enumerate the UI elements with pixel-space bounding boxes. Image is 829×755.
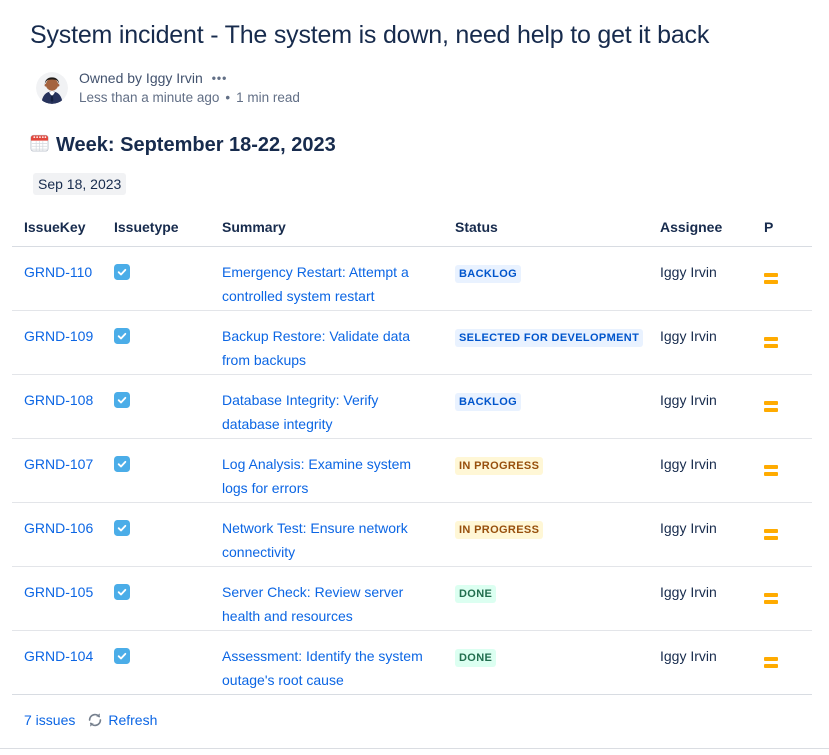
task-checkbox-icon bbox=[114, 584, 130, 601]
issue-summary-link[interactable]: Log Analysis: Examine system logs for er… bbox=[222, 456, 412, 497]
table-row: GRND-109 Backup Restore: Validate data f… bbox=[12, 310, 812, 376]
status-badge: SELECTED FOR DEVELOPMENT bbox=[455, 329, 644, 348]
confluence-page: System incident - The system is down, ne… bbox=[0, 20, 829, 755]
table-row: GRND-108 Database Integrity: Verify data… bbox=[12, 374, 812, 440]
byline: Owned by Iggy Irvin ••• Less than a minu… bbox=[36, 70, 799, 105]
meta-separator: • bbox=[225, 90, 231, 106]
avatar-illustration bbox=[36, 71, 68, 104]
section-heading: Week: September 18-22, 2023 bbox=[30, 133, 799, 158]
issue-key-link[interactable]: GRND-108 bbox=[24, 392, 94, 409]
priority-medium-icon bbox=[764, 401, 778, 413]
task-checkbox-icon bbox=[114, 456, 130, 473]
table-row: GRND-104 Assessment: Identify the system… bbox=[12, 630, 812, 696]
issues-count-link[interactable]: 7 issues bbox=[24, 711, 76, 728]
col-header-issuetype: Issuetype bbox=[114, 214, 222, 248]
owned-by-label[interactable]: Owned by Iggy Irvin bbox=[79, 70, 203, 87]
table-row: GRND-105 Server Check: Review server hea… bbox=[12, 566, 812, 632]
status-badge: IN PROGRESS bbox=[455, 521, 544, 540]
issue-summary-link[interactable]: Server Check: Review server health and r… bbox=[222, 584, 404, 625]
assignee-name: Iggy Irvin bbox=[660, 392, 717, 409]
status-badge: BACKLOG bbox=[455, 265, 522, 284]
more-actions-icon[interactable]: ••• bbox=[211, 71, 228, 86]
page-title: System incident - The system is down, ne… bbox=[30, 21, 710, 49]
issue-key-link[interactable]: GRND-109 bbox=[24, 328, 94, 345]
issue-key-link[interactable]: GRND-105 bbox=[24, 584, 94, 601]
table-row: GRND-107 Log Analysis: Examine system lo… bbox=[12, 438, 812, 504]
assignee-name: Iggy Irvin bbox=[660, 584, 717, 601]
assignee-name: Iggy Irvin bbox=[660, 456, 717, 473]
issue-key-link[interactable]: GRND-104 bbox=[24, 648, 94, 665]
issue-key-link[interactable]: GRND-110 bbox=[24, 264, 93, 281]
status-badge: BACKLOG bbox=[455, 393, 522, 412]
assignee-name: Iggy Irvin bbox=[660, 328, 717, 345]
task-checkbox-icon bbox=[114, 520, 130, 537]
assignee-name: Iggy Irvin bbox=[660, 648, 717, 665]
priority-medium-icon bbox=[764, 593, 778, 605]
table-footer: 7 issues Refresh bbox=[24, 711, 829, 728]
col-header-priority: P bbox=[764, 214, 812, 248]
priority-medium-icon bbox=[764, 529, 778, 541]
task-checkbox-icon bbox=[114, 648, 130, 665]
priority-medium-icon bbox=[764, 657, 778, 669]
issue-summary-link[interactable]: Backup Restore: Validate data from backu… bbox=[222, 328, 411, 369]
issue-summary-link[interactable]: Network Test: Ensure network connectivit… bbox=[222, 520, 408, 561]
refresh-icon[interactable] bbox=[87, 712, 103, 728]
assignee-name: Iggy Irvin bbox=[660, 264, 717, 281]
priority-medium-icon bbox=[764, 337, 778, 349]
col-header-status: Status bbox=[455, 214, 660, 248]
last-updated-text: Less than a minute ago bbox=[79, 90, 220, 106]
status-badge: IN PROGRESS bbox=[455, 457, 544, 476]
issue-key-link[interactable]: GRND-106 bbox=[24, 520, 94, 537]
issue-key-link[interactable]: GRND-107 bbox=[24, 456, 94, 473]
task-checkbox-icon bbox=[114, 328, 130, 345]
read-time-text: 1 min read bbox=[236, 90, 300, 106]
avatar[interactable] bbox=[36, 71, 68, 104]
priority-medium-icon bbox=[764, 273, 778, 285]
priority-medium-icon bbox=[764, 465, 778, 477]
col-header-assignee: Assignee bbox=[660, 214, 764, 248]
task-checkbox-icon bbox=[114, 392, 130, 409]
col-header-summary: Summary bbox=[222, 214, 455, 248]
calendar-icon bbox=[30, 133, 49, 158]
assignee-name: Iggy Irvin bbox=[660, 520, 717, 537]
status-badge: DONE bbox=[455, 649, 497, 668]
task-checkbox-icon bbox=[114, 264, 130, 281]
section-heading-text: Week: September 18-22, 2023 bbox=[56, 134, 336, 157]
byline-meta: Less than a minute ago • 1 min read bbox=[79, 90, 300, 105]
issues-table: IssueKey Issuetype Summary Status Assign… bbox=[12, 214, 812, 696]
issue-summary-link[interactable]: Database Integrity: Verify database inte… bbox=[222, 392, 379, 433]
table-row: GRND-110 Emergency Restart: Attempt a co… bbox=[12, 246, 812, 312]
date-badge: Sep 18, 2023 bbox=[33, 173, 127, 196]
table-row: GRND-106 Network Test: Ensure network co… bbox=[12, 502, 812, 568]
issue-summary-link[interactable]: Emergency Restart: Attempt a controlled … bbox=[222, 264, 409, 305]
col-header-issuekey: IssueKey bbox=[12, 214, 114, 248]
table-header-row: IssueKey Issuetype Summary Status Assign… bbox=[12, 214, 812, 248]
refresh-link[interactable]: Refresh bbox=[108, 711, 158, 728]
content-bottom-divider bbox=[0, 748, 829, 750]
status-badge: DONE bbox=[455, 585, 497, 604]
issue-summary-link[interactable]: Assessment: Identify the system outage's… bbox=[222, 648, 423, 689]
